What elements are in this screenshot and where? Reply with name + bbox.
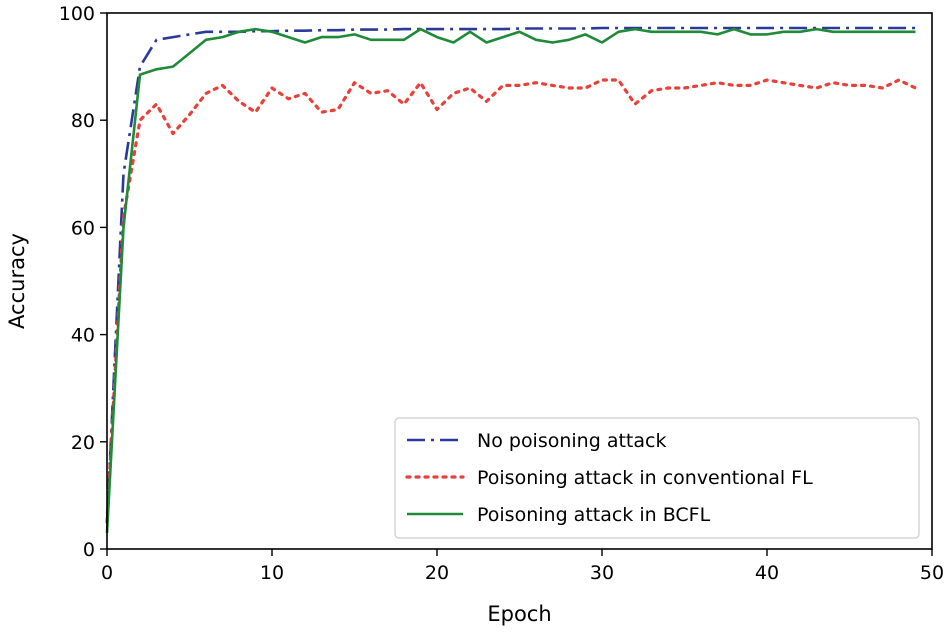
legend-label: Poisoning attack in conventional FL [477, 467, 813, 489]
series-3 [105, 27, 916, 533]
x-tick-label: 10 [260, 562, 284, 584]
ticks-layer: 0 10 20 30 40 50 0 20 40 60 80 100 [59, 3, 944, 584]
x-tick-label: 30 [590, 562, 614, 584]
x-tick-label: 0 [101, 562, 113, 584]
y-axis-label: Accuracy [5, 233, 29, 329]
x-tick-label: 20 [425, 562, 449, 584]
series-line [105, 78, 918, 524]
y-tick-label: 80 [71, 110, 95, 132]
y-tick-label: 100 [59, 3, 95, 25]
legend-box [394, 417, 920, 539]
y-tick-label: 0 [83, 539, 95, 561]
legend-label: No poisoning attack [477, 430, 666, 452]
legend-item: No poisoning attack [407, 430, 666, 452]
y-tick-label: 60 [71, 217, 95, 239]
series-layer [105, 26, 918, 533]
x-tick-label: 40 [755, 562, 779, 584]
y-tick-label: 40 [71, 325, 95, 347]
y-tick-label: 20 [71, 432, 95, 454]
x-tick-label: 50 [920, 562, 944, 584]
plot-frame [106, 12, 933, 550]
legend: No poisoning attack Poisoning attack in c… [394, 417, 920, 539]
legend-label: Poisoning attack in BCFL [477, 504, 711, 526]
series-line [105, 27, 916, 533]
legend-item: Poisoning attack in BCFL [407, 504, 711, 526]
series-2 [105, 78, 918, 524]
legend-item: Poisoning attack in conventional FL [405, 467, 813, 489]
x-axis-label: Epoch [487, 602, 551, 626]
